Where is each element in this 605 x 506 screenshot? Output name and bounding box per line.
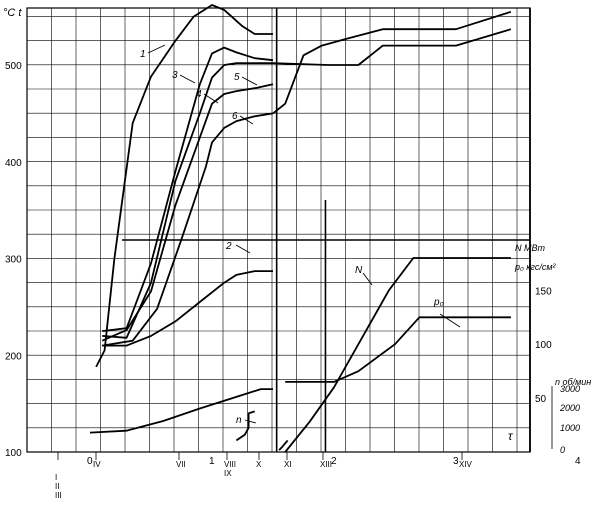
curve-label: N	[355, 265, 363, 276]
curve-leader	[179, 74, 196, 84]
curve-label: 2	[225, 241, 232, 252]
curve-leader	[147, 44, 166, 54]
series-line-5	[102, 112, 274, 347]
y-left-tick-label: 200	[5, 351, 22, 362]
series-line-9	[284, 257, 511, 453]
y-right-power-tick: 100	[535, 340, 552, 351]
curve-leader	[244, 419, 257, 424]
stage-mark-label: I	[55, 473, 57, 482]
stage-mark-label: IV	[93, 460, 101, 469]
y-left-tick-label: 100	[5, 448, 22, 459]
y-right-pressure-label: p₀ кгс/см²	[514, 262, 557, 272]
stage-mark-label: X	[256, 460, 262, 469]
curve-leader	[203, 93, 219, 104]
axes	[26, 7, 531, 453]
stage-mark-label: VIII	[224, 460, 236, 469]
curve-label: 1	[140, 49, 146, 60]
curve-leader	[439, 313, 461, 328]
x-tick-label: 2	[331, 456, 337, 467]
y-right-power-tick: 50	[535, 394, 547, 405]
grid	[26, 8, 530, 453]
curve-label: 4	[196, 89, 202, 100]
x-axis-label: τ	[508, 429, 514, 443]
x-tick-label: 1	[209, 456, 215, 467]
series-line-2	[102, 46, 274, 332]
series-line-1	[95, 4, 273, 368]
y-right-speed-tick: 1000	[560, 423, 580, 433]
series-group	[89, 4, 512, 453]
y-right-speed-tick: 2000	[559, 403, 580, 413]
curve-label: p₀	[433, 297, 444, 308]
series-line-13	[278, 439, 289, 451]
series-line-4	[101, 83, 274, 342]
x-tick-label: 4	[575, 456, 581, 467]
curve-leader	[362, 272, 373, 286]
y-right-power-label: N MBm	[515, 243, 546, 253]
curve-label: 5	[234, 72, 240, 83]
series-line-10	[285, 316, 511, 383]
series-line-12	[235, 410, 255, 442]
y-left-tick-label: 300	[5, 255, 22, 266]
series-line-6	[102, 270, 273, 347]
stage-mark-label: XIV	[459, 460, 473, 469]
y-left-tick-label: 400	[5, 158, 22, 169]
y-left-tick-label: 500	[5, 61, 22, 72]
series-line-8	[272, 28, 512, 66]
curve-leader	[241, 76, 258, 86]
stage-mark-label: IX	[224, 469, 232, 478]
stage-mark-label: XI	[284, 460, 292, 469]
curve-label: 3	[172, 70, 178, 81]
x-tick-label: 0	[87, 456, 93, 467]
y-right-speed-tick: 0	[560, 445, 565, 455]
curve-label: 6	[232, 111, 238, 122]
stage-mark-label: III	[55, 491, 62, 500]
stage-mark-label: VII	[176, 460, 186, 469]
stage-mark-label: II	[55, 482, 59, 491]
stage-mark-label: XIII	[320, 460, 332, 469]
y-right-speed-tick: 3000	[560, 384, 580, 394]
x-tick-label: 3	[453, 456, 459, 467]
y-right-speed-unit: n об/мин	[555, 377, 591, 387]
curve-leader	[235, 244, 251, 254]
series-line-11	[89, 388, 273, 434]
plot-frame	[26, 7, 531, 453]
y-right-power-tick: 150	[535, 286, 552, 297]
series-line-7	[272, 10, 512, 115]
curve-leader	[239, 115, 254, 125]
y-left-label: °C t	[3, 7, 22, 19]
curve-label: n	[236, 415, 242, 426]
